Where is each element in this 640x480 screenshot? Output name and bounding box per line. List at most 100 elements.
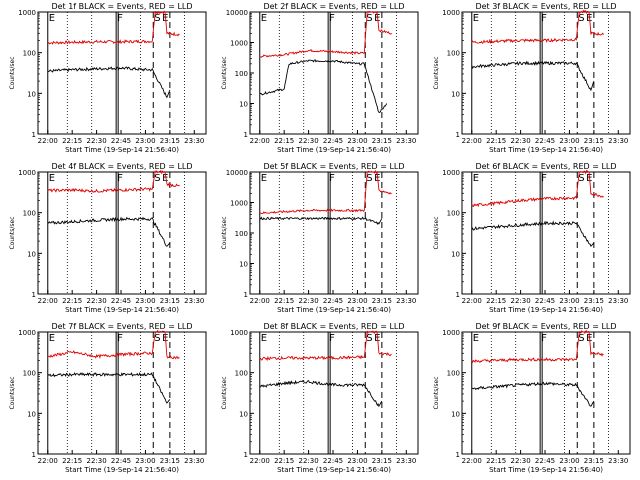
x-tick-label: 22:00 (38, 137, 58, 145)
detector-panel-8: Det 8f BLACK = Events, RED = LLD 1 10 100 10… (221, 322, 419, 474)
y-tick-label: 1000 (230, 329, 248, 337)
x-tick-label: 23:00 (559, 297, 579, 305)
y-tick-label: 1000 (18, 169, 36, 177)
x-tick-label: 23:15 (372, 457, 392, 465)
marker-letter: F (329, 13, 335, 24)
y-tick-label: 10 (451, 410, 460, 418)
y-tick-label: 1 (244, 291, 248, 299)
y-axis-label: Counts/sec (433, 376, 440, 409)
x-tick-label: 22:30 (511, 137, 531, 145)
x-tick-label: 22:45 (535, 457, 555, 465)
detector-panel-4: Det 4f BLACK = Events, RED = LLD 1 10 100 10… (9, 162, 207, 314)
lld-series-line (259, 330, 392, 362)
plot-frame (37, 11, 207, 135)
y-tick-label: 1 (32, 291, 36, 299)
plot-frame (249, 171, 419, 295)
panel-title: Det 7f BLACK = Events, RED = LLD (51, 322, 192, 331)
y-tick-label: 100 (235, 370, 248, 378)
events-series-line (259, 216, 383, 225)
lld-series-line (259, 10, 392, 58)
x-tick-label: 23:00 (559, 137, 579, 145)
y-tick-label: 1000 (442, 169, 460, 177)
x-tick-label: 22:45 (323, 137, 343, 145)
marker-letter: S (154, 173, 160, 184)
plot-frame (37, 331, 207, 455)
y-tick-label: 10 (27, 250, 36, 258)
panel-title: Det 3f BLACK = Events, RED = LLD (475, 2, 616, 11)
y-axis-label: Counts/sec (9, 376, 16, 409)
x-tick-label: 23:00 (135, 297, 155, 305)
y-tick-label: 1 (456, 131, 460, 139)
events-series-line (471, 220, 595, 248)
y-axis-label: Counts/sec (9, 216, 16, 249)
x-tick-label: 22:30 (87, 457, 107, 465)
lld-series-line (47, 329, 180, 360)
y-axis-label: Counts/sec (9, 56, 16, 89)
x-tick-label: 22:15 (274, 297, 294, 305)
marker-letter: S (366, 13, 372, 24)
marker-letter: F (117, 173, 123, 184)
lld-series-line (471, 9, 604, 45)
x-tick-label: 22:00 (250, 297, 270, 305)
marker-letter: S (578, 333, 584, 344)
marker-letter: E (49, 173, 55, 184)
x-axis-label: Start Time (19-Sep-14 21:56:40) (65, 466, 179, 474)
x-tick-label: 22:00 (462, 137, 482, 145)
x-tick-label: 23:30 (184, 137, 204, 145)
marker-letter: E (261, 13, 267, 24)
y-tick-label: 100 (235, 70, 248, 78)
lld-series-line (471, 170, 604, 208)
x-tick-label: 23:00 (135, 137, 155, 145)
panel-title: Det 2f BLACK = Events, RED = LLD (263, 2, 404, 11)
x-tick-label: 22:45 (323, 457, 343, 465)
events-series-line (471, 381, 595, 407)
x-axis-label: Start Time (19-Sep-14 21:56:40) (489, 306, 603, 314)
x-tick-label: 23:00 (347, 137, 367, 145)
marker-letter: E (374, 173, 380, 184)
events-series-line (47, 66, 171, 99)
x-tick-label: 23:15 (584, 297, 604, 305)
marker-letter: F (541, 13, 547, 24)
detector-panel-9: Det 9f BLACK = Events, RED = LLD 1 10 100 10… (433, 322, 631, 474)
events-series-line (259, 379, 383, 408)
y-axis-label: Counts/sec (433, 216, 440, 249)
x-tick-label: 22:15 (274, 137, 294, 145)
marker-letter: E (374, 13, 380, 24)
panel-title: Det 6f BLACK = Events, RED = LLD (475, 162, 616, 171)
x-tick-label: 22:15 (62, 457, 82, 465)
x-tick-label: 23:30 (396, 297, 416, 305)
y-tick-label: 100 (23, 370, 36, 378)
x-tick-label: 22:45 (111, 137, 131, 145)
detector-panel-3: Det 3f BLACK = Events, RED = LLD 1 10 100 10… (433, 2, 631, 154)
y-tick-label: 10 (239, 410, 248, 418)
y-tick-label: 1000 (442, 9, 460, 17)
x-tick-label: 23:00 (559, 457, 579, 465)
plot-frame (461, 171, 631, 295)
detector-panel-2: Det 2f BLACK = Events, RED = LLD 1 10 100 10… (221, 2, 419, 154)
x-tick-label: 23:00 (347, 457, 367, 465)
x-tick-label: 22:30 (511, 457, 531, 465)
y-tick-label: 1000 (18, 329, 36, 337)
y-tick-label: 100 (235, 230, 248, 238)
events-series-line (47, 216, 171, 247)
x-tick-label: 22:45 (323, 297, 343, 305)
y-tick-label: 10 (27, 90, 36, 98)
x-tick-label: 23:30 (396, 457, 416, 465)
x-tick-label: 23:00 (347, 297, 367, 305)
x-tick-label: 23:00 (135, 457, 155, 465)
x-tick-label: 23:15 (584, 137, 604, 145)
x-axis-label: Start Time (19-Sep-14 21:56:40) (489, 466, 603, 474)
x-tick-label: 22:45 (535, 137, 555, 145)
marker-letter: E (473, 13, 479, 24)
x-tick-label: 22:00 (462, 297, 482, 305)
y-tick-label: 10000 (226, 9, 248, 17)
y-tick-label: 10 (239, 261, 248, 269)
y-tick-label: 1000 (230, 40, 248, 48)
x-axis-label: Start Time (19-Sep-14 21:56:40) (489, 146, 603, 154)
x-tick-label: 23:15 (160, 297, 180, 305)
lld-series-line (47, 170, 180, 193)
y-tick-label: 100 (23, 50, 36, 58)
y-tick-label: 1 (244, 131, 248, 139)
y-tick-label: 1 (456, 291, 460, 299)
